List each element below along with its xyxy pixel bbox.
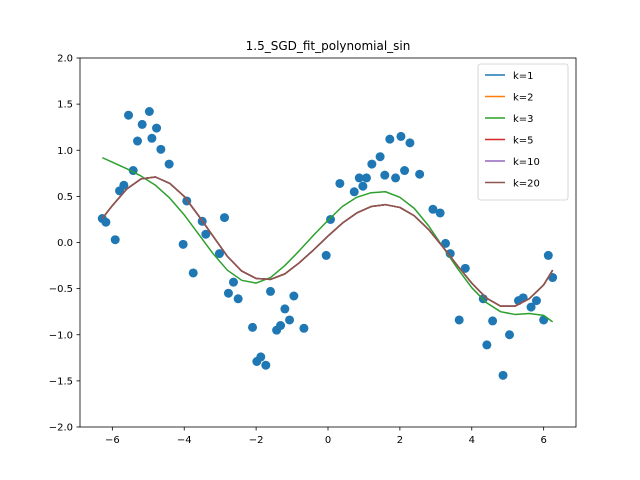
data-point [441,238,451,248]
data-point [435,208,445,218]
data-point [415,169,425,179]
data-point [201,229,211,239]
data-point [361,173,371,183]
x-tick-label: 2 [397,435,403,446]
axes: −6 −4 −2 0 2 4 6 −2.0 −1.5 −1.0 −0.5 0.0 0.5 1.0 1.5 2.… [49,54,577,446]
data-point [326,214,336,224]
data-point [152,123,162,133]
x-tick-label: −4 [177,435,192,446]
legend-label: k=5 [513,136,534,147]
data-point [219,213,229,223]
data-point [101,217,111,227]
series-line-k=3 [101,156,554,323]
data-point [285,315,295,325]
x-tick-label: 6 [540,435,546,446]
y-tick-label: 1.0 [57,146,73,157]
data-point [391,173,401,183]
data-point [124,110,134,120]
x-tick-label: 4 [469,435,475,446]
plot-area [97,107,558,380]
data-point [396,131,406,141]
data-point [214,249,224,259]
data-point [147,133,157,143]
data-point [178,239,188,249]
data-point [335,178,345,188]
data-point [228,277,238,287]
data-point [380,170,390,180]
data-point [299,323,309,333]
data-point [133,136,143,146]
data-point [526,302,536,312]
data-point [156,144,166,154]
data-point [454,315,464,325]
legend-label: k=2 [513,93,534,104]
y-tick-label: −0.5 [49,284,73,295]
legend: k=1 k=2 k=3 k=5 k=10 k=20 [477,63,569,201]
legend-label: k=1 [513,71,534,82]
data-point [385,134,395,144]
legend-label: k=20 [513,179,540,190]
data-point [233,294,243,304]
data-point [375,152,385,162]
data-point [428,204,438,214]
chart-title: 1.5_SGD_fit_polynomial_sin [246,39,411,53]
y-tick-label: 2.0 [57,54,73,65]
y-tick-label: −2.0 [49,423,73,434]
data-point [188,268,198,278]
data-point [164,159,174,169]
data-point [280,304,290,314]
legend-label: k=3 [513,114,534,125]
y-tick-label: 1.5 [57,100,73,111]
data-point [223,288,233,298]
y-tick-label: 0.5 [57,192,73,203]
y-tick-label: 0.0 [57,238,73,249]
data-point [482,340,492,350]
data-point [531,296,541,306]
data-point [445,249,455,259]
series-line-k=20 [101,176,554,307]
data-point [498,370,508,380]
data-point [405,138,415,148]
data-point [276,321,286,331]
data-point [543,250,553,260]
data-point [119,180,129,190]
data-point [349,187,359,197]
data-point [144,107,154,116]
data-point [460,263,470,273]
data-point [488,316,498,326]
data-point [261,360,271,370]
data-point [137,119,147,129]
x-tick-label: 0 [325,435,331,446]
data-point [110,235,120,245]
data-point [358,181,368,191]
data-point [505,330,515,340]
legend-box [477,63,569,201]
data-point [367,159,377,169]
y-tick-label: −1.0 [49,330,73,341]
data-point [256,352,266,362]
data-point [400,166,410,176]
data-point [248,322,258,332]
data-point [321,250,331,260]
data-point [354,173,364,183]
data-point [265,286,275,296]
y-tick-label: −1.5 [49,376,73,387]
legend-label: k=10 [513,157,540,168]
data-point [289,291,299,301]
x-tick-label: −2 [249,435,264,446]
x-tick-label: −6 [105,435,120,446]
